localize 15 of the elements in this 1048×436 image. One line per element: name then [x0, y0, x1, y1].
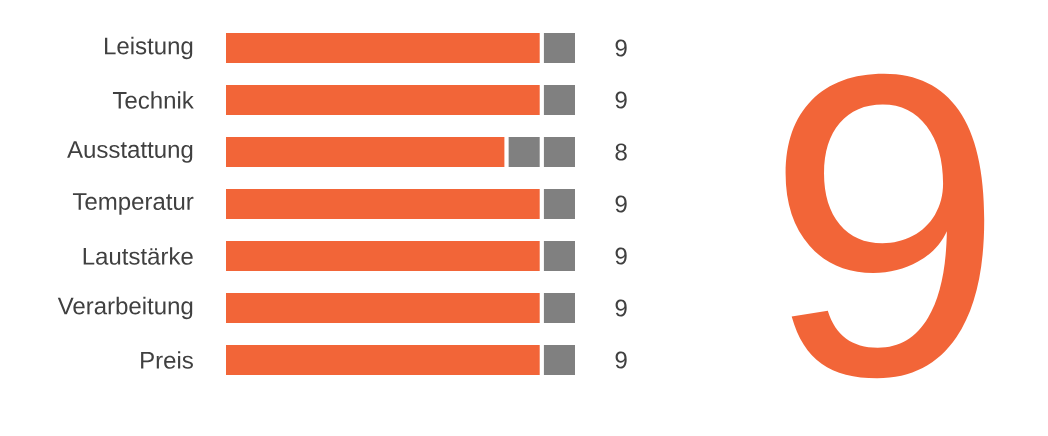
data-label: 9 — [615, 247, 627, 265]
data-label: 9 — [615, 91, 627, 109]
text: 9 — [785, 73, 985, 379]
y-tick-label: Temperatur — [72, 193, 194, 215]
data-label: 8 — [615, 143, 627, 161]
y-tick-label: Ausstattung — [67, 141, 193, 163]
data-label: 9 — [615, 299, 627, 317]
y-tick-label: Verarbeitung — [57, 296, 193, 320]
y-tick-label: Leistung — [105, 36, 193, 60]
data-label: 9 — [615, 39, 627, 57]
data-label: 9 — [615, 351, 627, 369]
y-tick-label: Technik — [112, 91, 194, 109]
data-label: 9 — [615, 195, 627, 213]
y-tick-label: Preis — [141, 351, 193, 369]
y-tick-label: Lautstärke — [83, 247, 193, 265]
